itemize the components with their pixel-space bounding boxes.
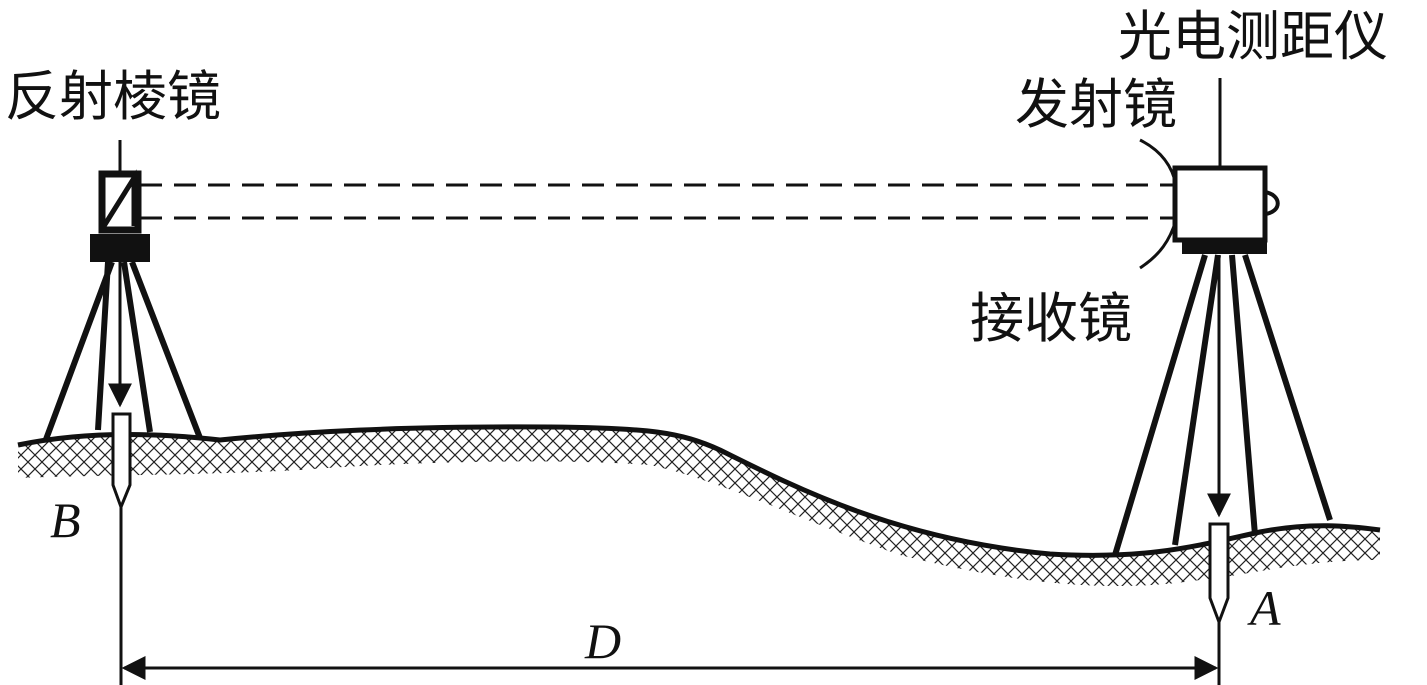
point-label: B xyxy=(50,492,81,548)
reflector-label: 反射棱镜 xyxy=(5,65,221,128)
receiver-label: 接收镜 xyxy=(970,287,1132,350)
distance-label: D xyxy=(584,613,621,669)
point-label: A xyxy=(1247,580,1281,636)
instrument-label: 光电测距仪 xyxy=(1118,5,1388,68)
transmitter-label: 发射镜 xyxy=(1015,73,1177,136)
reflector-station xyxy=(42,140,203,512)
ground-hatch xyxy=(18,426,1380,586)
instrument-station xyxy=(1112,78,1333,627)
